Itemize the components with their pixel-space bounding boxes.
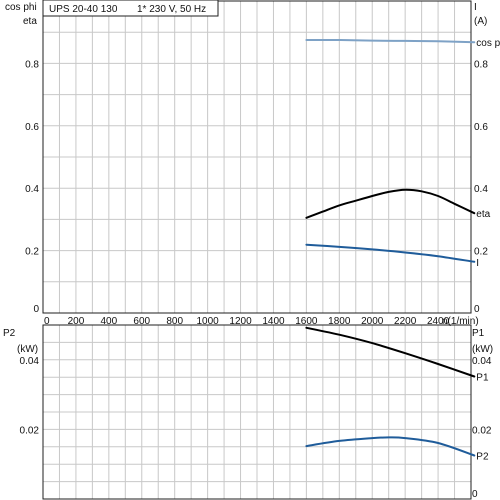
x-tick-label: 1200 (229, 316, 252, 327)
upper-plot-frame (42, 0, 472, 314)
x-tick-label: 2400 (427, 316, 450, 327)
y-right-axis-label-p1: P1 (472, 328, 485, 339)
x-tick-label: 600 (133, 316, 150, 327)
lower-plot-frame (42, 324, 472, 500)
x-axis-unit-label: n(1/min) (442, 316, 479, 327)
y-left-tick-label: 0.02 (20, 425, 40, 436)
x-tick-label: 1800 (328, 316, 351, 327)
y-left-axis-unit: (kW) (17, 344, 38, 355)
x-tick-label: 1600 (295, 316, 318, 327)
series-label-p1: P1 (476, 373, 489, 384)
grid-layer (43, 1, 471, 499)
frame-layer (42, 0, 472, 500)
x-tick-label: 800 (166, 316, 183, 327)
y-right-tick-label: 0.2 (474, 247, 488, 258)
x-tick-label: 1000 (196, 316, 219, 327)
curve-cos-phi (305, 38, 476, 44)
series-label-cos-phi: cos phi (476, 38, 500, 49)
series-label-p2: P2 (476, 452, 489, 463)
x-tick-label: 1400 (262, 316, 285, 327)
y-left-tick-label: 0.2 (25, 247, 39, 258)
x-tick-label: 2000 (361, 316, 384, 327)
y-right-tick-label: 0 (474, 304, 480, 315)
x-tick-label: 200 (68, 316, 85, 327)
y-left-axis-label-p2: P2 (3, 328, 16, 339)
series-label-eta: eta (476, 209, 490, 220)
y-right-tick-label: 0.6 (474, 122, 488, 133)
supply-label: 1* 230 V, 50 Hz (137, 4, 206, 15)
y-left-tick-label: 0.6 (25, 122, 39, 133)
pump-model-label: UPS 20-40 130 (49, 4, 118, 15)
y-left-tick-label: 0 (33, 304, 39, 315)
x-tick-label: 400 (101, 316, 118, 327)
y-right-tick-label: 0.02 (472, 425, 492, 436)
curve-p1 (305, 326, 476, 378)
series-label-i: I (476, 258, 479, 269)
y-left-axis-label-eta: eta (23, 16, 37, 27)
y-left-tick-label: 0.4 (25, 184, 39, 195)
x-tick-label: 0 (44, 316, 50, 327)
y-right-tick-label: 0.04 (472, 356, 492, 367)
x-tick-label: 2200 (394, 316, 417, 327)
header-box (42, 0, 219, 17)
y-right-axis-unit: (kW) (472, 344, 493, 355)
text-layer: cos phi eta I (A) 0 0.2 0.4 0.6 0.8 0 0.2 0.4 0.6 0.8… (3, 2, 500, 500)
y-right-axis-unit: (A) (474, 16, 487, 27)
y-right-axis-label-current: I (474, 2, 477, 13)
curve-i (305, 243, 476, 263)
y-right-tick-label: 0.4 (474, 184, 488, 195)
y-right-tick-label: 0.8 (474, 59, 488, 70)
curves-layer (305, 38, 476, 457)
y-right-tick-label: 0 (472, 489, 478, 500)
curve-p2 (305, 436, 476, 457)
curve-eta (305, 188, 476, 219)
y-left-tick-label: 0.8 (25, 59, 39, 70)
y-left-axis-label-cosphi: cos phi (5, 2, 37, 13)
y-left-tick-label: 0.04 (20, 356, 40, 367)
